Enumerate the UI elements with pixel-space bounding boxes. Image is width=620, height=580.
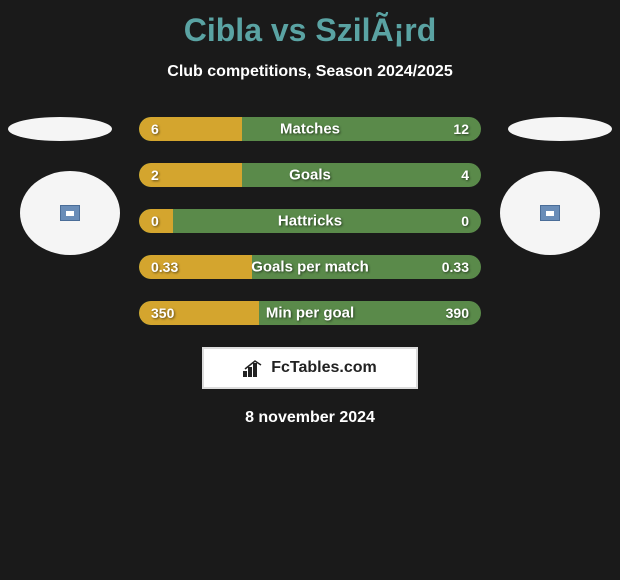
stat-left-value: 0.33: [151, 259, 178, 275]
stat-right-value: 4: [461, 167, 469, 183]
page-subtitle: Club competitions, Season 2024/2025: [0, 63, 620, 81]
shield-icon: [540, 205, 560, 221]
stat-bar: 0.33 Goals per match 0.33: [139, 255, 481, 279]
stat-label: Hattricks: [278, 213, 342, 230]
stat-bar: 0 Hattricks 0: [139, 209, 481, 233]
brand-footer[interactable]: FcTables.com: [202, 347, 418, 389]
stat-right-value: 12: [453, 121, 469, 137]
brand-text: FcTables.com: [271, 359, 377, 377]
stat-bar: 350 Min per goal 390: [139, 301, 481, 325]
stat-label: Matches: [280, 121, 340, 138]
stat-bars: 6 Matches 12 2 Goals 4 0 Hattricks 0 0.33 Goals pe…: [139, 117, 481, 325]
stat-bar: 2 Goals 4: [139, 163, 481, 187]
stat-label: Goals per match: [251, 259, 369, 276]
player-left-ellipse: [8, 117, 112, 141]
team-badge-right: [500, 171, 600, 255]
date-label: 8 november 2024: [0, 409, 620, 427]
stat-right-value: 0: [461, 213, 469, 229]
chart-icon: [243, 359, 267, 377]
comparison-area: 6 Matches 12 2 Goals 4 0 Hattricks 0 0.33 Goals pe…: [0, 117, 620, 427]
team-badge-left: [20, 171, 120, 255]
stat-left-value: 2: [151, 167, 159, 183]
page-title: Cibla vs SzilÃ¡rd: [0, 0, 620, 49]
stat-bar: 6 Matches 12: [139, 117, 481, 141]
stat-label: Goals: [289, 167, 331, 184]
stat-left-value: 350: [151, 305, 174, 321]
shield-icon: [60, 205, 80, 221]
player-right-ellipse: [508, 117, 612, 141]
stat-left-value: 6: [151, 121, 159, 137]
stat-left-value: 0: [151, 213, 159, 229]
stat-right-value: 390: [446, 305, 469, 321]
stat-label: Min per goal: [266, 305, 354, 322]
stat-right-value: 0.33: [442, 259, 469, 275]
